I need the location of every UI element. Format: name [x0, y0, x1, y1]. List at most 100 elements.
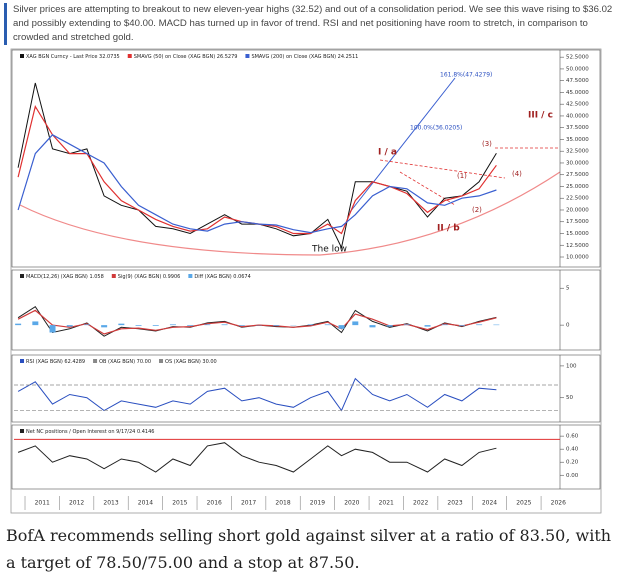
- legend-swatch: [245, 54, 250, 58]
- diff-bar: [273, 325, 280, 326]
- diff-bar: [386, 325, 393, 327]
- diff-bar: [152, 325, 159, 326]
- diff-bar: [493, 324, 500, 326]
- y-tick-label: 50.0000: [566, 66, 589, 72]
- legend-swatch: [20, 274, 24, 278]
- diff-bar: [83, 324, 90, 326]
- y-tick-label: 25.0000: [566, 184, 589, 190]
- legend-label: Diff (XAG BGN) 0.0674: [194, 274, 250, 280]
- diff-bar: [441, 324, 448, 326]
- y-tick-label: 35.0000: [566, 137, 589, 143]
- x-tick-label: 2017: [241, 500, 256, 507]
- wave-guide: [379, 147, 560, 206]
- y-tick-label: 0.00: [566, 473, 579, 479]
- x-tick-label: 2023: [447, 500, 462, 507]
- x-tick-label: 2012: [69, 500, 84, 507]
- diff-bar: [338, 325, 345, 329]
- chart-frame: [10, 48, 602, 514]
- fib-guide: [349, 77, 456, 213]
- y-tick-label: 17.5000: [566, 219, 589, 225]
- diff-bar: [403, 324, 410, 326]
- legend-label: OS (XAG BGN) 30.00: [165, 359, 217, 365]
- diff-bar: [324, 324, 331, 326]
- y-tick-label: 12.5000: [566, 243, 589, 249]
- legend-swatch: [111, 274, 116, 278]
- y-tick-label: 0.40: [566, 447, 579, 453]
- annotation: (4): [512, 170, 522, 178]
- panel-frame: [11, 354, 601, 423]
- y-tick-label: 100: [566, 363, 577, 369]
- y-tick-label: 45.0000: [566, 90, 589, 96]
- y-tick-label: 0.60: [566, 434, 579, 440]
- diff-bar: [32, 321, 39, 326]
- legend-swatch: [20, 54, 24, 58]
- arc-guide: [19, 171, 561, 256]
- x-tick-label: 2020: [344, 500, 359, 507]
- diff-bar: [49, 325, 56, 333]
- diff-bar: [476, 324, 483, 326]
- x-tick-label: 2015: [172, 500, 187, 507]
- y-tick-label: 42.5000: [566, 102, 589, 108]
- caption-text: BofA recommends selling short gold again…: [6, 526, 612, 572]
- series-line: [17, 442, 497, 473]
- diff-bar: [369, 325, 376, 328]
- x-tick-label: 2013: [103, 500, 118, 507]
- diff-bar: [204, 324, 211, 326]
- annotation: (1): [457, 172, 467, 180]
- diff-bar: [187, 325, 194, 326]
- diff-bar: [307, 324, 314, 326]
- y-tick-label: 0.20: [566, 460, 579, 466]
- annotation: 100.0%(36.0205): [410, 125, 462, 132]
- diff-bar: [118, 323, 125, 326]
- legend-label: Sig(9) (XAG BGN) 0.9906: [118, 274, 181, 280]
- panel-frame: [11, 49, 601, 268]
- legend-swatch: [188, 274, 193, 278]
- diff-bar: [15, 323, 22, 326]
- x-tick-label: 2011: [35, 500, 50, 507]
- diff-bar: [169, 324, 176, 326]
- panel-frame: [11, 424, 601, 490]
- y-tick-label: 10.0000: [566, 255, 589, 261]
- annotation: I / a: [378, 148, 397, 158]
- y-tick-label: 37.5000: [566, 125, 589, 131]
- x-tick-label: 2026: [551, 500, 566, 507]
- legend-label: MACD(12,26) (XAG BGN) 1.058: [26, 274, 104, 280]
- legend-swatch: [159, 359, 164, 363]
- y-tick-label: 0: [566, 323, 570, 329]
- y-tick-label: 15.0000: [566, 231, 589, 237]
- y-tick-label: 5: [566, 286, 570, 292]
- series-line: [17, 377, 497, 412]
- y-tick-label: 52.5000: [566, 55, 589, 61]
- diff-bar: [238, 325, 245, 326]
- diff-bar: [424, 325, 431, 327]
- x-tick-label: 2018: [275, 500, 290, 507]
- y-tick-label: 27.5000: [566, 172, 589, 178]
- x-tick-label: 2025: [516, 500, 531, 507]
- y-tick-label: 32.5000: [566, 149, 589, 155]
- y-tick-label: 40.0000: [566, 113, 589, 119]
- diff-bar: [458, 325, 465, 326]
- series-line: [17, 309, 497, 335]
- diff-bar: [352, 321, 359, 326]
- x-tick-label: 2019: [310, 500, 325, 507]
- y-tick-label: 47.5000: [566, 78, 589, 84]
- legend-label: OB (XAG BGN) 70.00: [99, 359, 151, 365]
- annotation: III / c: [528, 111, 553, 121]
- diff-bar: [101, 325, 108, 328]
- legend-swatch: [20, 429, 24, 433]
- x-tick-label: 2016: [207, 500, 222, 507]
- legend-swatch: [127, 54, 132, 58]
- legend-swatch: [93, 359, 98, 363]
- diff-bar: [66, 325, 73, 327]
- legend-label: SMAVG (50) on Close (XAG BGN) 26.5279: [134, 54, 238, 60]
- chart: 52.5000 50.0000 47.5000 45.0000 42.5000 40.00…: [10, 48, 602, 514]
- y-tick-label: 20.0000: [566, 207, 589, 213]
- legend-label: XAG BGN Curncy - Last Price 32.0735: [26, 54, 120, 60]
- intro-text: Silver prices are attempting to breakout…: [4, 3, 619, 45]
- annotation: (3): [482, 140, 492, 148]
- panel-frame: [11, 269, 601, 351]
- y-tick-label: 22.5000: [566, 196, 589, 202]
- y-tick-label: 30.0000: [566, 160, 589, 166]
- legend-label: RSI (XAG BGN) 62.4289: [26, 359, 85, 365]
